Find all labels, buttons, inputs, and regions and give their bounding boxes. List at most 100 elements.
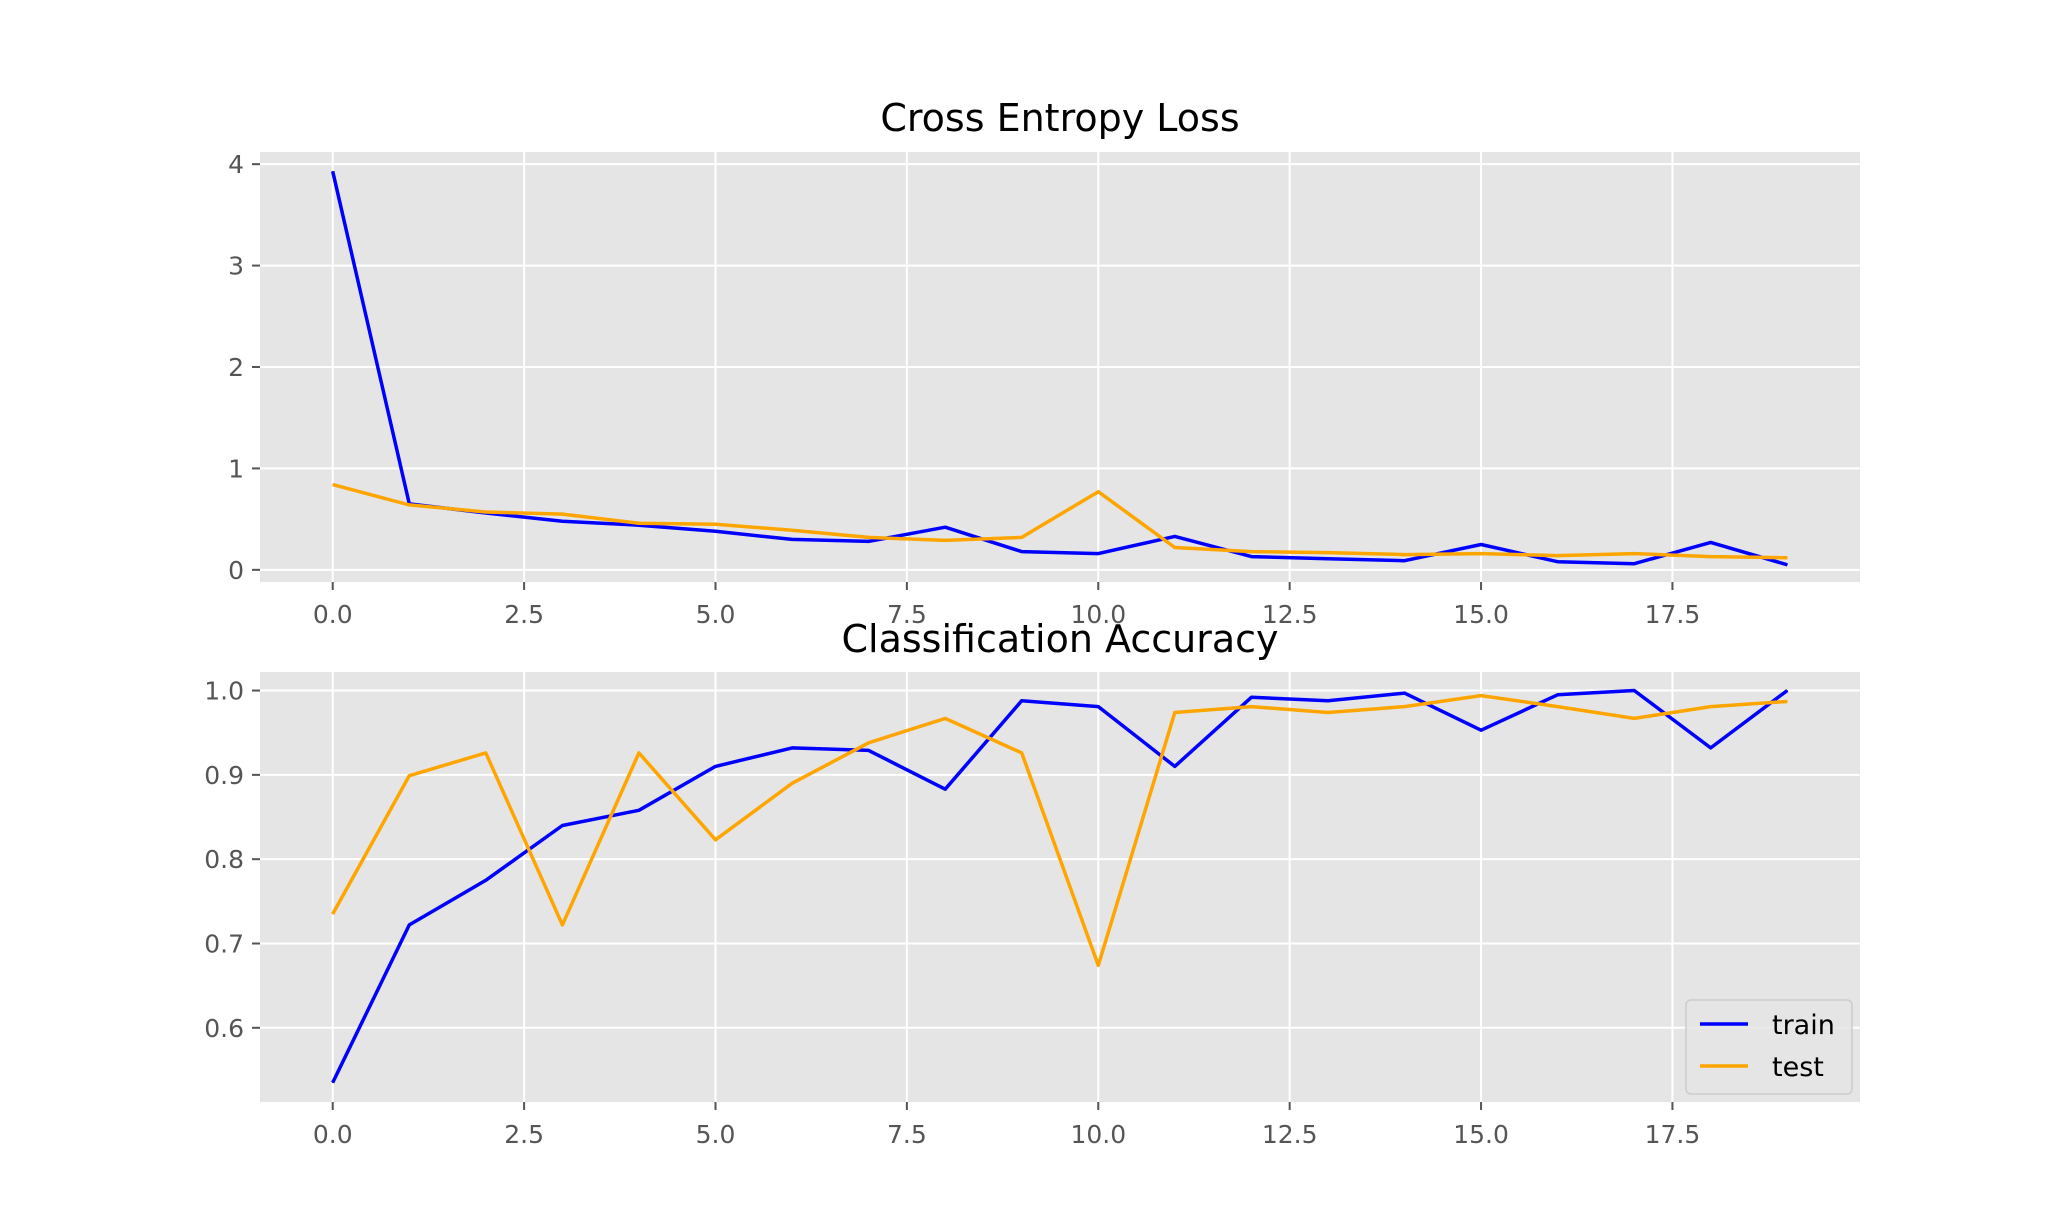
accuracy-test-point (1250, 706, 1252, 708)
accuracy-x-tick-label: 12.5 (1262, 1120, 1318, 1149)
loss-test-point (1710, 556, 1712, 558)
accuracy-test-point (1021, 752, 1023, 754)
accuracy-train-point (1786, 690, 1788, 691)
accuracy-plot-area (260, 672, 1860, 1102)
chart-legend: train test (1685, 999, 1853, 1095)
loss-train-point (715, 530, 716, 532)
loss-y-tick-label: 2 (228, 353, 244, 382)
loss-test-point (1557, 555, 1559, 557)
loss-test-point (1480, 553, 1482, 555)
accuracy-x-tick-label: 7.5 (887, 1120, 927, 1149)
accuracy-train-point (1404, 692, 1405, 694)
loss-train-point (1327, 558, 1329, 560)
loss-y-tick-label: 3 (228, 252, 244, 281)
accuracy-train-point (1327, 700, 1329, 702)
accuracy-y-tick-label: 1.0 (204, 677, 244, 706)
loss-test-point (561, 513, 563, 515)
loss-series-train-line (330, 170, 1788, 567)
accuracy-x-tick-label: 10.0 (1070, 1120, 1126, 1149)
accuracy-x-tick-label: 15.0 (1453, 1120, 1509, 1149)
loss-x-tick-label: 10.0 (1070, 600, 1126, 629)
loss-test-point (1097, 491, 1099, 493)
accuracy-y-tick-label: 0.8 (204, 845, 244, 874)
loss-x-tick-label: 7.5 (887, 600, 927, 629)
accuracy-series-test-line (331, 693, 1788, 968)
loss-train-point (1097, 553, 1099, 555)
loss-test-point (868, 536, 870, 538)
loss-train-point (1404, 560, 1405, 562)
accuracy-train-point (485, 879, 487, 881)
loss-train-point (944, 526, 946, 528)
loss-train-point (1557, 561, 1559, 563)
accuracy-y-tick-label: 0.7 (204, 929, 244, 958)
accuracy-test-point (1174, 712, 1176, 713)
loss-series (330, 170, 1788, 567)
loss-train-point (868, 540, 870, 542)
loss-test-point (791, 529, 793, 531)
accuracy-chart-title: Classification Accuracy (842, 617, 1279, 661)
accuracy-train-point (1174, 765, 1176, 767)
loss-y-tick-label: 1 (228, 454, 244, 483)
loss-y-tick-label: 0 (228, 556, 244, 585)
loss-test-point (638, 522, 640, 524)
accuracy-train-point (561, 825, 563, 826)
loss-x-tick-label: 0.0 (313, 600, 353, 629)
loss-test-point (485, 511, 487, 513)
loss-train-point (1250, 556, 1252, 558)
accuracy-test-point (715, 839, 716, 841)
accuracy-x-tick-label: 17.5 (1645, 1120, 1701, 1149)
loss-train-point (1480, 544, 1482, 545)
accuracy-train-point (1480, 729, 1482, 731)
accuracy-train-point (1021, 700, 1023, 702)
loss-x-tick-label: 5.0 (696, 600, 736, 629)
loss-train-point (332, 170, 334, 172)
loss-train-point (791, 538, 793, 540)
accuracy-train-point (1250, 696, 1252, 698)
legend-test-label: test (1772, 1052, 1824, 1083)
accuracy-series-train-line (331, 688, 1789, 1084)
loss-test-point (1174, 547, 1176, 548)
accuracy-train-point (1557, 694, 1559, 696)
accuracy-train-point (332, 1082, 334, 1084)
accuracy-test-point (485, 752, 487, 754)
accuracy-x-tick-label: 2.5 (504, 1120, 544, 1149)
loss-chart-title: Cross Entropy Loss (880, 96, 1239, 140)
accuracy-train-point (715, 765, 716, 767)
loss-series-test-line (332, 482, 1788, 560)
loss-test-point (1327, 552, 1329, 554)
accuracy-test-point (791, 782, 793, 784)
accuracy-train-point (408, 924, 410, 926)
loss-x-tick-label: 2.5 (504, 600, 544, 629)
loss-test-point (1250, 551, 1252, 553)
accuracy-test-point (1480, 695, 1482, 697)
loss-test-point (1021, 536, 1023, 538)
loss-x-ticks: 0.0 2.5 5.0 7.5 10.0 12.5 15.0 17.5 (313, 582, 1700, 629)
accuracy-train-point (944, 788, 946, 790)
accuracy-train-point (638, 809, 640, 811)
accuracy-train-point (791, 747, 793, 749)
loss-grid (260, 152, 1860, 582)
loss-chart-panel: 0.0 2.5 5.0 7.5 10.0 12.5 15.0 17.5 0 1 2 3 4 Cross… (228, 96, 1860, 629)
accuracy-test-point (944, 717, 946, 719)
accuracy-x-tick-label: 5.0 (696, 1120, 736, 1149)
loss-test-point (1404, 554, 1405, 556)
loss-test-point (1786, 557, 1788, 559)
accuracy-test-point (638, 752, 640, 754)
loss-train-point (1633, 563, 1635, 565)
accuracy-test-point (1633, 717, 1635, 719)
loss-test-point (1633, 553, 1635, 555)
loss-train-point (1710, 541, 1712, 543)
accuracy-train-point (1097, 706, 1099, 708)
loss-test-point (408, 504, 410, 506)
loss-train-point (561, 520, 563, 522)
loss-test-point (944, 539, 946, 541)
accuracy-x-tick-label: 0.0 (313, 1120, 353, 1149)
accuracy-chart-panel: 0.0 2.5 5.0 7.5 10.0 12.5 15.0 17.5 0.60.70.80.… (204, 617, 1860, 1149)
accuracy-test-point (1327, 712, 1329, 713)
accuracy-test-point (868, 742, 870, 744)
accuracy-train-point (868, 749, 870, 751)
accuracy-y-tick-label: 0.9 (204, 761, 244, 790)
accuracy-test-point (1404, 706, 1405, 708)
accuracy-test-point (1786, 701, 1788, 702)
